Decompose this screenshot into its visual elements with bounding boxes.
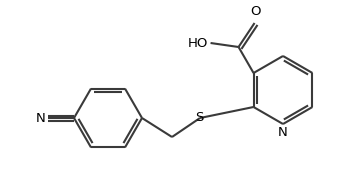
Text: S: S xyxy=(195,110,203,124)
Text: N: N xyxy=(278,126,288,139)
Text: HO: HO xyxy=(188,36,208,50)
Text: O: O xyxy=(250,5,261,18)
Text: N: N xyxy=(35,112,45,125)
